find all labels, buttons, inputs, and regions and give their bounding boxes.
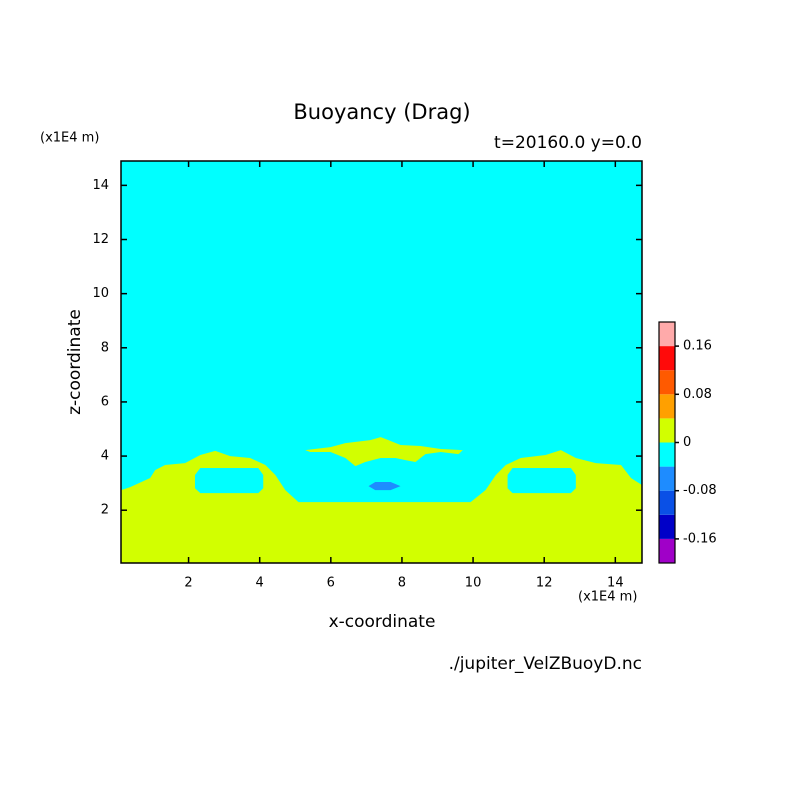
colorbar-swatch bbox=[659, 490, 675, 515]
chart-subtitle: t=20160.0 y=0.0 bbox=[494, 133, 642, 153]
colorbar-swatch bbox=[659, 538, 675, 563]
colorbar-tick-label: -0.16 bbox=[683, 531, 717, 546]
y-tick-label: 8 bbox=[101, 340, 109, 355]
colorbar-swatch bbox=[659, 514, 675, 539]
y-unit: (x1E4 m) bbox=[40, 131, 99, 146]
x-tick-label: 10 bbox=[465, 576, 482, 591]
y-tick-label: 14 bbox=[92, 178, 109, 193]
y-tick-label: 10 bbox=[92, 286, 109, 301]
x-tick-label: 12 bbox=[536, 576, 553, 591]
y-tick-label: 2 bbox=[101, 503, 109, 518]
x-tick-label: 14 bbox=[607, 576, 624, 591]
contour-region bbox=[194, 467, 264, 494]
colorbar-swatch bbox=[659, 442, 675, 467]
colorbar-tick-label: 0.16 bbox=[683, 339, 712, 354]
x-unit: (x1E4 m) bbox=[578, 590, 637, 605]
colorbar-swatch bbox=[659, 346, 675, 371]
colorbar-tick-label: 0.08 bbox=[683, 387, 712, 402]
colorbar-swatch bbox=[659, 370, 675, 395]
y-tick-label: 6 bbox=[101, 394, 109, 409]
colorbar-swatch bbox=[659, 466, 675, 491]
contour-region bbox=[507, 467, 576, 494]
y-tick-label: 12 bbox=[92, 232, 109, 247]
colorbar-swatch bbox=[659, 322, 675, 347]
contour-region bbox=[368, 482, 401, 491]
colorbar-swatch bbox=[659, 418, 675, 443]
colorbar-swatch bbox=[659, 394, 675, 419]
x-tick-label: 6 bbox=[327, 576, 335, 591]
chart-title: Buoyancy (Drag) bbox=[293, 100, 470, 124]
contour-region bbox=[305, 437, 463, 467]
colorbar-tick-label: 0 bbox=[683, 435, 691, 450]
x-axis-label: x-coordinate bbox=[329, 612, 436, 632]
y-tick-label: 4 bbox=[101, 449, 109, 464]
colorbar-tick-label: -0.08 bbox=[683, 483, 717, 498]
x-tick-label: 4 bbox=[256, 576, 264, 591]
source-file: ./jupiter_VelZBuoyD.nc bbox=[449, 654, 642, 674]
plot-frame bbox=[120, 160, 643, 564]
x-tick-label: 2 bbox=[184, 576, 192, 591]
x-tick-label: 8 bbox=[398, 576, 406, 591]
y-axis-label: z-coordinate bbox=[65, 309, 85, 415]
